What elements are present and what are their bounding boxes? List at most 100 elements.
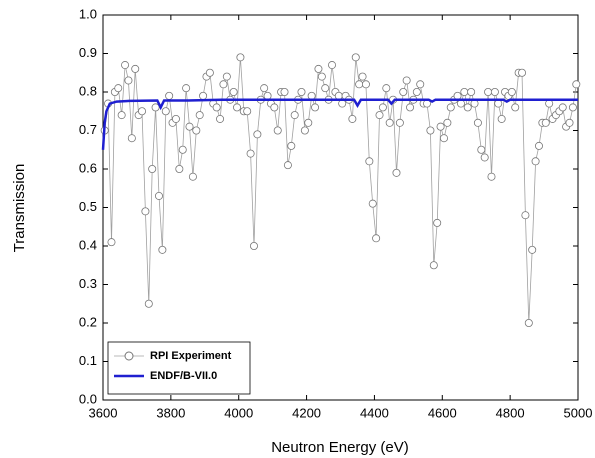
y-tick-label: 0.5 xyxy=(79,199,97,214)
data-point xyxy=(287,141,296,150)
data-point xyxy=(541,118,550,127)
data-point xyxy=(511,103,520,112)
data-point xyxy=(212,103,221,112)
data-point xyxy=(124,76,133,85)
data-point xyxy=(355,80,364,89)
legend-label: RPI Experiment xyxy=(150,350,232,362)
x-tick-label: 4400 xyxy=(360,405,389,420)
data-point xyxy=(361,80,370,89)
data-point xyxy=(283,161,292,170)
data-point xyxy=(429,261,438,270)
data-point xyxy=(117,111,126,120)
data-point xyxy=(507,88,516,97)
data-point xyxy=(216,114,225,123)
data-point xyxy=(171,114,180,123)
data-point xyxy=(205,68,214,77)
data-point xyxy=(178,145,187,154)
data-point xyxy=(558,103,567,112)
data-point xyxy=(127,134,136,143)
data-point xyxy=(416,80,425,89)
data-point xyxy=(531,157,540,166)
series-line xyxy=(101,98,578,150)
data-point xyxy=(114,84,123,93)
data-point xyxy=(484,88,493,97)
data-point xyxy=(351,53,360,62)
data-point xyxy=(273,126,282,135)
data-point xyxy=(524,318,533,327)
legend-marker xyxy=(124,351,134,361)
y-tick-label: 0.6 xyxy=(79,160,97,175)
data-point xyxy=(236,53,245,62)
legend-label: ENDF/B-VII.0 xyxy=(150,370,217,382)
data-point xyxy=(182,84,191,93)
y-tick-label: 0.7 xyxy=(79,122,97,137)
data-point xyxy=(480,153,489,162)
y-tick-label: 0.2 xyxy=(79,314,97,329)
data-point xyxy=(107,238,116,247)
data-point xyxy=(473,118,482,127)
data-point xyxy=(154,191,163,200)
data-point xyxy=(165,91,174,100)
data-point xyxy=(470,99,479,108)
data-point xyxy=(545,99,554,108)
data-point xyxy=(249,241,258,250)
data-point xyxy=(243,107,252,116)
data-point xyxy=(453,91,462,100)
data-point xyxy=(378,103,387,112)
data-point xyxy=(290,111,299,120)
data-point xyxy=(161,107,170,116)
x-tick-label: 5000 xyxy=(564,405,593,420)
data-point xyxy=(304,118,313,127)
data-point xyxy=(358,72,367,81)
y-tick-label: 0.8 xyxy=(79,83,97,98)
data-point xyxy=(494,99,503,108)
data-point xyxy=(317,72,326,81)
data-point xyxy=(260,84,269,93)
data-point xyxy=(321,84,330,93)
data-point xyxy=(436,122,445,131)
data-point xyxy=(467,88,476,97)
data-point xyxy=(192,126,201,135)
data-point xyxy=(121,61,130,70)
data-point xyxy=(395,118,404,127)
data-point xyxy=(307,91,316,100)
data-point xyxy=(368,199,377,208)
data-point xyxy=(456,99,465,108)
data-point xyxy=(399,88,408,97)
data-point xyxy=(314,64,323,73)
x-tick-label: 4200 xyxy=(292,405,321,420)
x-axis-title: Neutron Energy (eV) xyxy=(271,439,409,456)
data-point xyxy=(433,218,442,227)
x-tick-label: 3600 xyxy=(89,405,118,420)
data-point xyxy=(385,118,394,127)
data-point xyxy=(460,88,469,97)
data-point xyxy=(199,91,208,100)
data-point xyxy=(311,103,320,112)
x-tick-label: 4800 xyxy=(496,405,525,420)
data-point xyxy=(253,130,262,139)
y-tick-label: 0.3 xyxy=(79,276,97,291)
data-point xyxy=(528,245,537,254)
data-point xyxy=(565,118,574,127)
data-point xyxy=(158,245,167,254)
data-point xyxy=(443,118,452,127)
data-point xyxy=(406,103,415,112)
data-point xyxy=(222,72,231,81)
x-tick-label: 3800 xyxy=(156,405,185,420)
data-point xyxy=(365,157,374,166)
data-point xyxy=(534,141,543,150)
data-point xyxy=(497,114,506,123)
data-point xyxy=(439,134,448,143)
x-tick-label: 4600 xyxy=(428,405,457,420)
data-point xyxy=(270,103,279,112)
y-tick-label: 0.0 xyxy=(79,391,97,406)
data-point xyxy=(131,64,140,73)
data-point xyxy=(382,84,391,93)
data-point xyxy=(328,61,337,70)
y-axis-title: Transmission xyxy=(11,164,28,253)
data-point xyxy=(148,164,157,173)
data-point xyxy=(300,126,309,135)
data-point xyxy=(412,88,421,97)
